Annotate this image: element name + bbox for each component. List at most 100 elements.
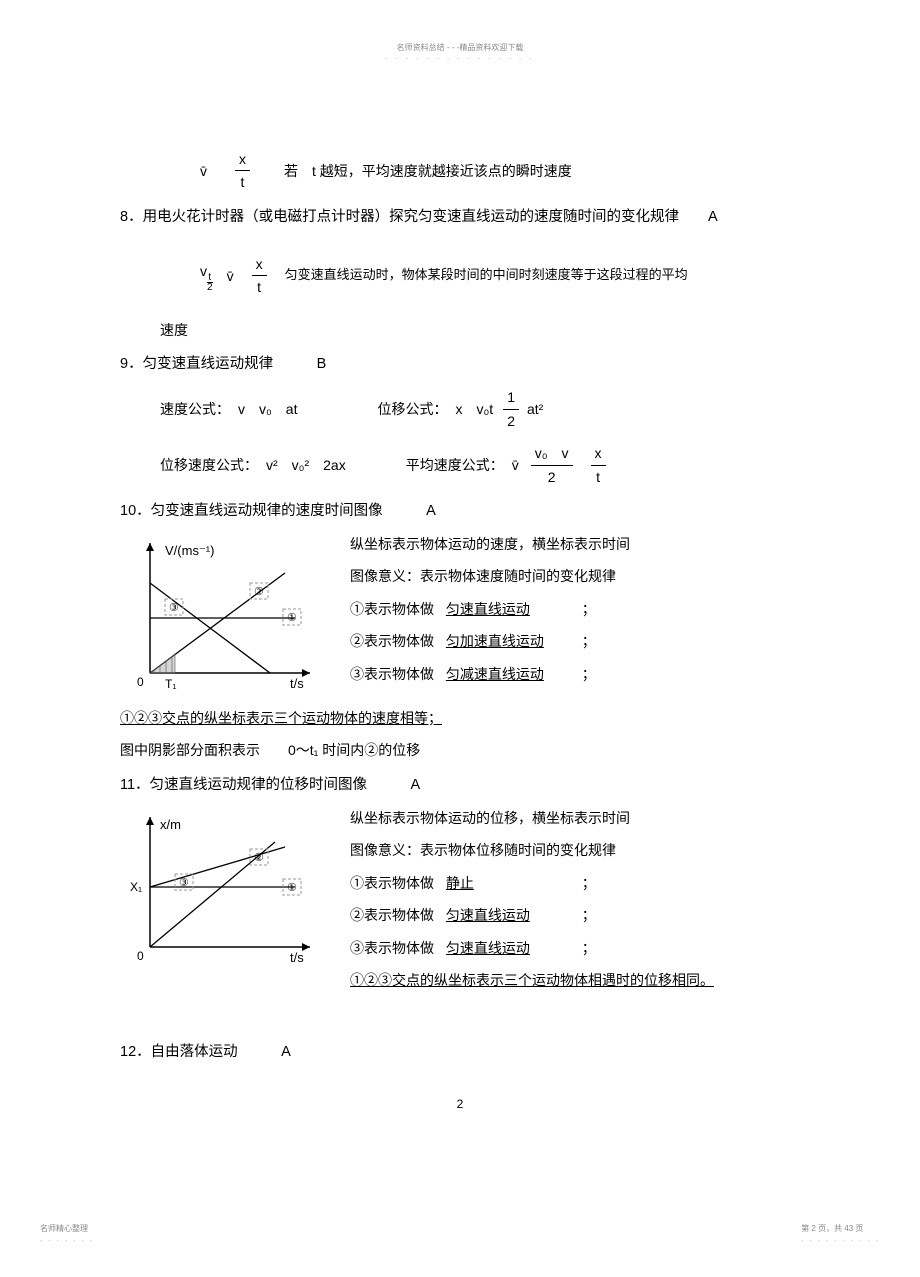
sec9-r1-l1: 速度公式： [160,398,230,420]
sec8-den: t [253,276,265,298]
sec11-t5-a: 匀速直线运动 [438,937,578,959]
xt-xlabel: t/s [290,950,304,965]
sec11-b1: ①②③交点的纵坐标表示三个运动物体相遇时的位移相同。 [350,969,800,991]
vt-ylabel: V/(ms⁻¹) [165,543,214,558]
sec9-r2-e1: v² v₀² 2ax [266,454,346,476]
page-content: v̄ x t 若 t 越短，平均速度就越接近该点的瞬时速度 8．用电火花计时器（… [120,148,800,1114]
sec11-b1-text: ①②③交点的纵坐标表示三个运动物体相遇时的位移相同。 [350,972,714,988]
sec10-t1: 纵坐标表示物体运动的速度，横坐标表示时间 [350,533,800,555]
sec9-r2-f1: 位移速度公式： v² v₀² 2ax [160,442,346,488]
xt-x1: X₁ [130,880,142,894]
sec9-r1-f2: 位移公式： x v₀t 1 2 at² [378,386,544,432]
footer-left-text: 名师精心整理 [40,1223,94,1236]
vt-m1: ① [287,612,297,624]
sec9-row1: 速度公式： v v₀ at 位移公式： x v₀t 1 2 at² [120,386,800,432]
xt-graph-svg: x/m t/s 0 X₁ ① ② ③ [120,807,320,967]
header-top: 名师资料总结 - - -精品资料欢迎下载 [0,42,920,55]
sec10-t3-l: ①表示物体做 [350,601,434,617]
sec7-text: 若 t 越短，平均速度就越接近该点的瞬时速度 [284,160,572,182]
footer-left: 名师精心整理 - - - - - - - [40,1223,94,1247]
sec8-text: 匀变速直线运动时，物体某段时间的中间时刻速度等于这段过程的平均 [285,265,688,286]
sec11-t5-l: ③表示物体做 [350,940,434,956]
sec9-r1-frac-d: 2 [503,410,519,432]
sec8-vbar: v̄ [227,265,234,287]
sec9-r2-frac2-n: x [591,442,606,465]
sec11-t4-semi: ； [582,907,596,923]
sec9-r1-l2: 位移公式： [378,398,448,420]
sec11-block: x/m t/s 0 X₁ ① ② ③ 纵坐标表示物体运动的位移，横坐标表示时间 … [120,807,800,1001]
sec8-fraction: x t [252,253,267,299]
sec10-t5-semi: ； [582,666,596,682]
sec10-t2: 图像意义：表示物体速度随时间的变化规律 [350,565,800,587]
xt-m3: ③ [179,877,189,889]
sec10-rtext: 纵坐标表示物体运动的速度，横坐标表示时间 图像意义：表示物体速度随时间的变化规律… [350,533,800,685]
sec8-v-sub-2: 2 [207,282,213,292]
sec9-row2: 位移速度公式： v² v₀² 2ax 平均速度公式： v̄ v₀ v 2 x t [120,442,800,488]
vt-origin: 0 [137,675,144,689]
sec9-r1-f1: 速度公式： v v₀ at [160,386,298,432]
sec9-r1-e2l: x v₀t [456,398,494,420]
sec8-title: 8．用电火花计时器（或电磁打点计时器）探究匀变速直线运动的速度随时间的变化规律 … [120,206,800,229]
sec8-num: x [252,253,267,276]
sec7-vbar: v̄ [200,160,207,182]
sec8-formula-line: vt2 v̄ x t 匀变速直线运动时，物体某段时间的中间时刻速度等于这段过程的… [120,253,800,299]
sec10-t5-l: ③表示物体做 [350,666,434,682]
sec11-t3-semi: ； [582,875,596,891]
sec9-r1-e1: v v₀ at [238,398,298,420]
sec7-fraction: x t [235,148,250,194]
sec10-b2: 图中阴影部分面积表示 0～t₁ 时间内②的位移 [120,739,800,761]
footer-right-text: 第 2 页，共 43 页 [801,1223,880,1236]
xt-ylabel: x/m [160,817,181,832]
sec10-t3-a: 匀速直线运动 [438,598,578,620]
sec11-t1: 纵坐标表示物体运动的位移，横坐标表示时间 [350,807,800,829]
sec10-block: V/(ms⁻¹) t/s 0 T₁ ① ② ③ 纵坐标表示物体运动的速度，横坐标… [120,533,800,695]
sec9-r2-l1: 位移速度公式： [160,454,258,476]
sec8-v-sub-t: t [208,273,211,282]
sec10-title: 10．匀变速直线运动规律的速度时间图像 A [120,500,800,523]
sec10-t3-semi: ； [582,601,596,617]
sec7-den: t [237,171,249,193]
sec11-t2: 图像意义：表示物体位移随时间的变化规律 [350,839,800,861]
vt-m2: ② [254,586,264,598]
sec9-r1-frac-n: 1 [503,386,519,409]
sec9-r2-frac1-n: v₀ v [531,442,573,465]
sec11-rtext: 纵坐标表示物体运动的位移，横坐标表示时间 图像意义：表示物体位移随时间的变化规律… [350,807,800,991]
sec11-t5: ③表示物体做 匀速直线运动 ； [350,937,800,959]
sec9-r2-frac1: v₀ v 2 [531,442,573,488]
sec10-t5-a: 匀减速直线运动 [438,663,578,685]
sec11-t3-l: ①表示物体做 [350,875,434,891]
sec12-title: 12．自由落体运动 A [120,1041,800,1064]
vt-graph-svg: V/(ms⁻¹) t/s 0 T₁ ① ② ③ [120,533,320,693]
sec8-v-sym: v [200,263,207,279]
sec10-t4-l: ②表示物体做 [350,633,434,649]
sec10-b1-text: ①②③交点的纵坐标表示三个运动物体的速度相等； [120,710,442,726]
sec9-r2-f2: 平均速度公式： v̄ v₀ v 2 x t [406,442,610,488]
footer-right-dots: - - - - - - - - - - [801,1236,880,1247]
sec8-bottom: 速度 [120,319,800,341]
sec9-r2-vbar: v̄ [512,454,519,476]
xt-m1: ① [287,882,297,894]
sec10-b1: ①②③交点的纵坐标表示三个运动物体的速度相等； [120,707,800,729]
sec8-bottom-text: 速度 [160,322,188,338]
sec7-num: x [235,148,250,171]
sec9-r1-e2r: at² [527,398,543,420]
sec7-formula-line: v̄ x t 若 t 越短，平均速度就越接近该点的瞬时速度 [120,148,800,194]
sec10-t4-semi: ； [582,633,596,649]
page-number: 2 [120,1095,800,1114]
sec10-t5: ③表示物体做 匀减速直线运动 ； [350,663,800,685]
header-dots: - - - - - - - - - - - - - - - [0,54,920,65]
sec11-t4-a: 匀速直线运动 [438,904,578,926]
vt-xlabel: t/s [290,676,304,691]
sec11-t4-l: ②表示物体做 [350,907,434,923]
sec9-r2-frac1-d: 2 [544,466,560,488]
sec10-t4: ②表示物体做 匀加速直线运动 ； [350,630,800,652]
sec9-title: 9．匀变速直线运动规律 B [120,353,800,376]
sec9-r2-l2: 平均速度公式： [406,454,504,476]
vt-m3: ③ [169,602,179,614]
vt-t1: T₁ [165,677,176,691]
footer-right: 第 2 页，共 43 页 - - - - - - - - - - [801,1223,880,1247]
sec11-t4: ②表示物体做 匀速直线运动 ； [350,904,800,926]
footer-left-dots: - - - - - - - [40,1236,94,1247]
xt-m2: ② [254,852,264,864]
sec10-b2-text: 图中阴影部分面积表示 0～t₁ 时间内②的位移 [120,742,420,758]
